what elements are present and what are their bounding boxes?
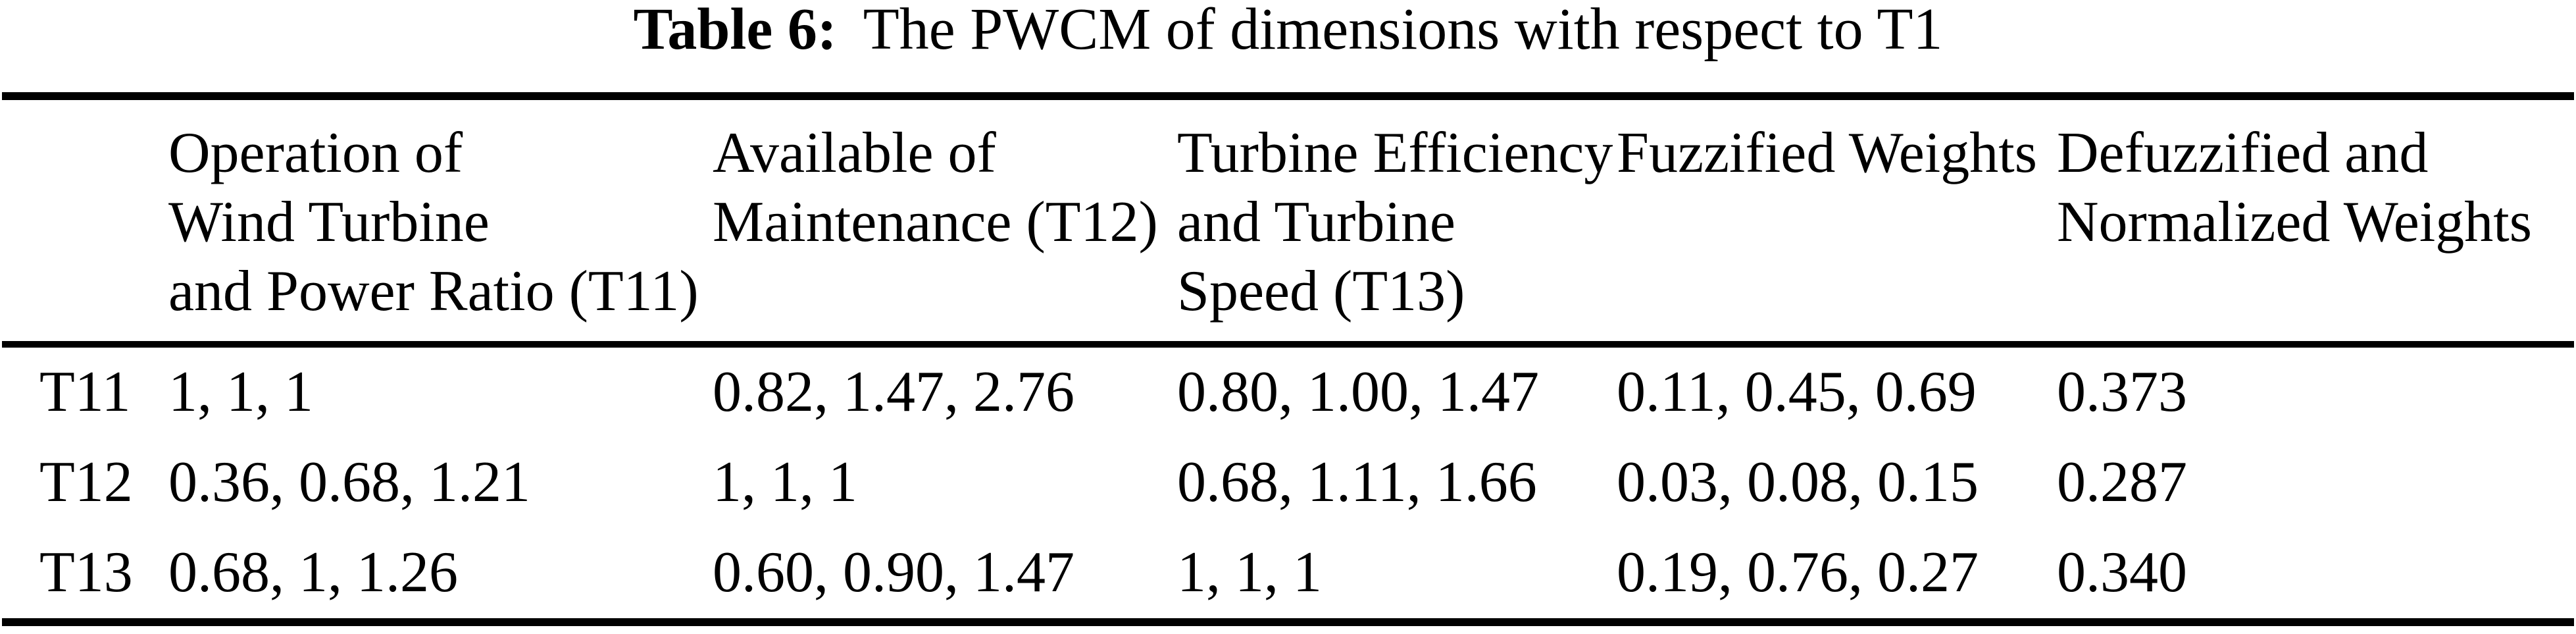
table-row-t13: T13 0.68, 1, 1.26 0.60, 0.90, 1.47 1, 1,…: [2, 528, 2574, 622]
row-label: T13: [39, 541, 133, 604]
column-header-defuzzified-weights: Defuzzified and Normalized Weights: [2057, 96, 2574, 348]
table-cell: 0.36, 0.68, 1.21: [168, 450, 530, 514]
table-cell: 0.82, 1.47, 2.76: [713, 360, 1074, 424]
table-header: Operation of Wind Turbine and Power Rati…: [2, 96, 2574, 348]
table-cell: 0.03, 0.08, 0.15: [1617, 450, 1979, 514]
table-cell: 0.80, 1.00, 1.47: [1177, 360, 1539, 424]
pwcm-table: Operation of Wind Turbine and Power Rati…: [2, 92, 2574, 626]
table-cell: 0.68, 1.11, 1.66: [1177, 450, 1537, 514]
table-caption-label: Table 6:: [633, 0, 837, 62]
column-header-efficiency-t13: Turbine Efficiency and Turbine Speed (T1…: [1177, 96, 1617, 348]
table-body: T11 1, 1, 1 0.82, 1.47, 2.76 0.80, 1.00,…: [2, 344, 2574, 622]
column-header-operation-t11: Operation of Wind Turbine and Power Rati…: [168, 96, 713, 348]
table-cell: 1, 1, 1: [168, 360, 313, 424]
table-cell: 0.287: [2057, 450, 2187, 514]
row-label: T12: [39, 450, 133, 514]
table-cell: 1, 1, 1: [713, 450, 857, 514]
header-row: Operation of Wind Turbine and Power Rati…: [2, 96, 2574, 348]
row-label: T11: [39, 360, 131, 424]
table-row-t11: T11 1, 1, 1 0.82, 1.47, 2.76 0.80, 1.00,…: [2, 344, 2574, 438]
table-cell: 1, 1, 1: [1177, 541, 1322, 604]
table-caption-text: The PWCM of dimensions with respect to T…: [863, 0, 1943, 62]
column-header-row-label: [2, 96, 168, 348]
table-cell: 0.68, 1, 1.26: [168, 541, 458, 604]
table-cell: 0.60, 0.90, 1.47: [713, 541, 1074, 604]
table-cell: 0.340: [2057, 541, 2187, 604]
table-cell: 0.373: [2057, 360, 2187, 424]
table-caption: Table 6: The PWCM of dimensions with resp…: [0, 0, 2576, 92]
column-header-maintenance-t12: Available of Maintenance (T12): [713, 96, 1177, 348]
table-row-t12: T12 0.36, 0.68, 1.21 1, 1, 1 0.68, 1.11,…: [2, 438, 2574, 528]
table-cell: 0.11, 0.45, 0.69: [1617, 360, 1977, 424]
table-cell: 0.19, 0.76, 0.27: [1617, 541, 1979, 604]
column-header-fuzzified-weights: Fuzzified Weights: [1617, 96, 2057, 348]
